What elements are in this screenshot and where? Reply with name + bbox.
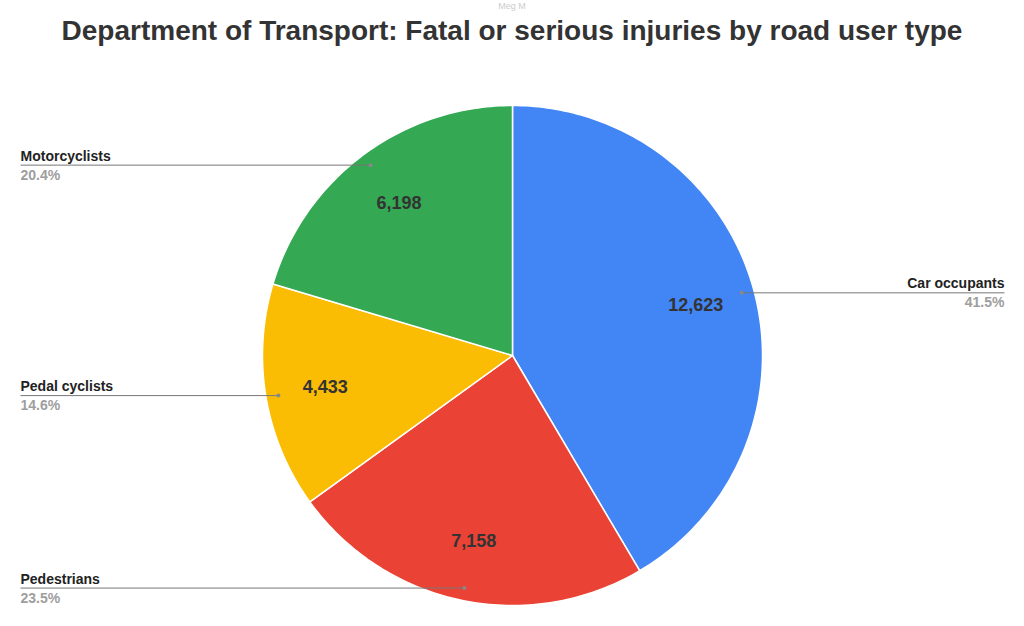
svg-text:Car occupants: Car occupants [907,275,1004,291]
svg-text:Pedestrians: Pedestrians [21,571,101,587]
svg-text:7,158: 7,158 [451,531,496,551]
svg-text:41.5%: 41.5% [965,294,1005,310]
svg-text:23.5%: 23.5% [21,590,61,606]
svg-text:Motorcyclists: Motorcyclists [21,148,111,164]
svg-text:Pedal cyclists: Pedal cyclists [21,378,114,394]
svg-text:20.4%: 20.4% [21,167,61,183]
svg-text:4,433: 4,433 [303,377,348,397]
html-text:Department of Transport: Fatal: Department of Transport: Fatal or seriou… [61,15,963,46]
svg-text:14.6%: 14.6% [21,397,61,413]
html-text:Meg M: Meg M [498,1,526,11]
svg-text:12,623: 12,623 [668,295,723,315]
svg-text:6,198: 6,198 [376,193,421,213]
